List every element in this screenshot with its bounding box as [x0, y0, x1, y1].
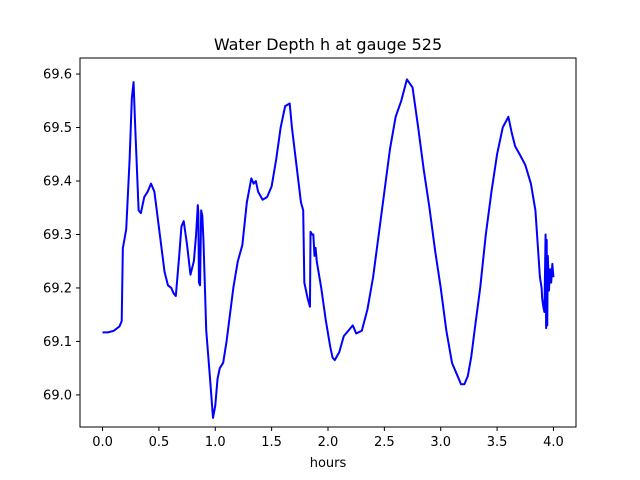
x-axis-label: hours [310, 456, 347, 471]
x-tick-label: 3.0 [430, 435, 451, 450]
y-tick-label: 69.6 [43, 68, 72, 83]
x-tick-label: 3.5 [487, 435, 508, 450]
x-tick-label: 2.0 [318, 435, 339, 450]
x-tick-label: 4.0 [543, 435, 564, 450]
y-tick-label: 69.4 [43, 175, 72, 190]
x-tick-label: 1.0 [205, 435, 226, 450]
y-tick-label: 69.0 [43, 388, 72, 403]
y-tick-label: 69.3 [43, 228, 72, 243]
chart-title: Water Depth h at gauge 525 [214, 35, 442, 54]
series-line [102, 78, 555, 419]
plot-area [102, 78, 555, 419]
x-tick-label: 0.5 [149, 435, 170, 450]
y-tick-label: 69.5 [43, 121, 72, 136]
x-tick-label: 2.5 [374, 435, 395, 450]
y-tick-label: 69.2 [43, 281, 72, 296]
x-axis: 0.0 0.5 1.0 1.5 2.0 2.5 3.0 3.5 4.0 [92, 427, 564, 450]
x-tick-label: 0.0 [92, 435, 113, 450]
y-tick-label: 69.1 [43, 335, 72, 350]
x-tick-label: 1.5 [261, 435, 282, 450]
y-axis: 69.0 69.1 69.2 69.3 69.4 69.5 69.6 [43, 68, 80, 403]
plot-frame [79, 57, 577, 428]
